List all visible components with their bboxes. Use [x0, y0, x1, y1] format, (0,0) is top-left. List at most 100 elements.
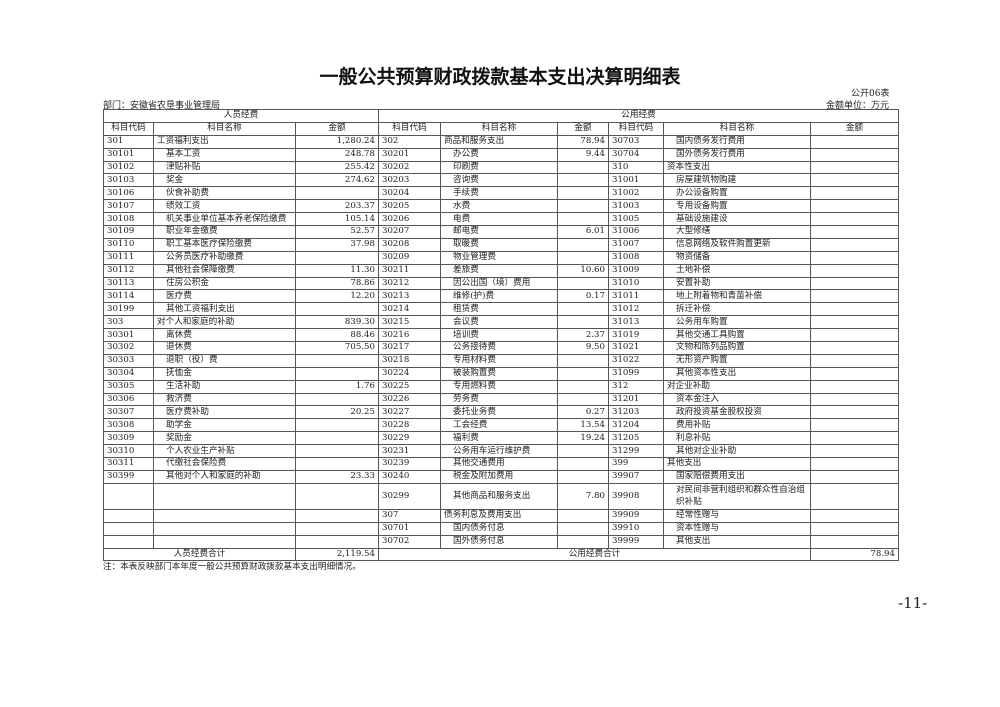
- department-label: 部门：安徽省农垦事业管理局: [103, 101, 221, 111]
- table-row: 30110 职工基本医疗保险缴费 37.98 30208 取暖费 31007 信息网络及软件…: [103, 237, 899, 252]
- amount: 78.86: [295, 276, 379, 291]
- subject-code: 30299: [378, 482, 441, 510]
- amount: 248.78: [295, 147, 379, 162]
- subject-code: 30109: [103, 225, 154, 239]
- column-header: 金额: [557, 121, 609, 136]
- table-row: 301 工资福利支出 1,280.24 302 商品和服务支出 78.94 30703 国内债…: [103, 134, 899, 149]
- amount: [810, 482, 899, 510]
- subject-code: 30209: [378, 250, 441, 265]
- amount: [810, 405, 899, 420]
- amount: [810, 341, 899, 355]
- amount: 2.37: [557, 328, 609, 343]
- subject-code: 31205: [608, 431, 664, 446]
- subject-name: 办公费: [440, 147, 558, 162]
- table-row: 30102 津贴补贴 255.42 30202 印刷费 310 资本性支出: [103, 160, 899, 175]
- table-row: 30702 国外债务付息 39999 其他支出: [103, 534, 899, 549]
- subject-name: 文物和陈列品购置: [663, 341, 811, 355]
- table-row: 30108 机关事业单位基本养老保险缴费 105.14 30206 电费 31005 基础设…: [103, 212, 899, 227]
- subject-code: 30308: [103, 418, 154, 433]
- subject-name: 救济费: [153, 392, 296, 407]
- subject-name: 国家赔偿费用支出: [663, 469, 811, 484]
- amount: [557, 302, 609, 317]
- subject-name: 退职（役）费: [153, 353, 296, 368]
- subject-code: 39907: [608, 469, 664, 484]
- amount: 23.33: [295, 469, 379, 484]
- amount: [810, 147, 899, 162]
- subject-name: 其他交通工具购置: [663, 328, 811, 343]
- subject-code: 30704: [608, 147, 664, 162]
- form-number: 公开06表: [851, 89, 890, 99]
- column-header: 科目代码: [608, 121, 664, 136]
- amount: [557, 250, 609, 265]
- subject-code: 30305: [103, 379, 154, 394]
- subject-code: 30112: [103, 263, 154, 278]
- subject-code: 30702: [378, 534, 441, 549]
- subject-code: 30203: [378, 173, 441, 188]
- amount: 11.30: [295, 263, 379, 278]
- subject-code: 30227: [378, 405, 441, 420]
- subject-name: 抚恤金: [153, 366, 296, 381]
- amount: 9.50: [557, 341, 609, 355]
- amount: 203.37: [295, 199, 379, 214]
- subject-code: 30301: [103, 328, 154, 343]
- amount: 1,280.24: [295, 134, 379, 149]
- amount: [557, 444, 609, 459]
- subject-code: 31002: [608, 186, 664, 201]
- subject-name: 津贴补贴: [153, 160, 296, 175]
- table-row: 30112 其他社会保障缴费 11.30 30211 差旅费 10.60 31009 土地补偿: [103, 263, 899, 278]
- subject-code: 30208: [378, 237, 441, 252]
- subject-code: 30303: [103, 353, 154, 368]
- subject-name: 会议费: [440, 315, 558, 330]
- amount: [557, 276, 609, 291]
- subject-code: 30114: [103, 289, 154, 304]
- amount: [810, 366, 899, 381]
- subject-code: 30110: [103, 237, 154, 252]
- personnel-total-label: 人员经费合计: [103, 547, 296, 562]
- subject-code: [103, 482, 154, 510]
- subject-name: 其他工资福利支出: [153, 302, 296, 317]
- amount: [557, 186, 609, 201]
- subject-name: 电费: [440, 212, 558, 227]
- amount: [810, 418, 899, 433]
- subject-name: 咨询费: [440, 173, 558, 188]
- subject-code: 30240: [378, 469, 441, 484]
- table-row: 303 对个人和家庭的补助 839.30 30215 会议费 31013 公务用车购置: [103, 315, 899, 330]
- column-header: 金额: [295, 121, 379, 136]
- amount: [557, 212, 609, 227]
- table-row: 30304 抚恤金 30224 被装购置费 31099 其他资本性支出: [103, 366, 899, 381]
- subject-name: 国外债务付息: [440, 534, 558, 549]
- table-row: 30101 基本工资 248.78 30201 办公费 9.44 30704 国外债务发行费用: [103, 147, 899, 162]
- subject-code: [103, 508, 154, 523]
- subject-name: 基本工资: [153, 147, 296, 162]
- amount: [810, 212, 899, 227]
- footnote: 注：本表反映部门本年度一般公共预算财政拨款基本支出明细情况。: [103, 562, 361, 572]
- subject-code: 30218: [378, 353, 441, 368]
- subject-name: 其他商品和服务支出: [440, 482, 558, 510]
- amount: [810, 237, 899, 252]
- subject-name: 培训费: [440, 328, 558, 343]
- subject-name: 对民间非营利组织和群众性自治组织补贴: [663, 482, 811, 510]
- subject-name: 房屋建筑物购建: [663, 173, 811, 188]
- subject-code: 31203: [608, 405, 664, 420]
- subject-name: 医疗费补助: [153, 405, 296, 420]
- amount: 0.17: [557, 289, 609, 304]
- amount: [557, 237, 609, 252]
- subject-name: 专用燃料费: [440, 379, 558, 394]
- amount: 10.60: [557, 263, 609, 278]
- subject-code: 31201: [608, 392, 664, 407]
- table-row: 30311 代缴社会保险费 30239 其他交通费用 399 其他支出: [103, 457, 899, 471]
- amount: 88.46: [295, 328, 379, 343]
- amount: [557, 353, 609, 368]
- amount: [557, 315, 609, 330]
- subject-name: 专用设备购置: [663, 199, 811, 214]
- amount: [295, 444, 379, 459]
- amount: [810, 263, 899, 278]
- subject-name: 债务利息及费用支出: [440, 508, 558, 523]
- subject-name: 医疗费: [153, 289, 296, 304]
- subject-code: 31010: [608, 276, 664, 291]
- table-row: 30306 救济费 30226 劳务费 31201 资本金注入: [103, 392, 899, 407]
- subject-name: 大型修缮: [663, 225, 811, 239]
- subject-name: 个人农业生产补贴: [153, 444, 296, 459]
- table-row: 30308 助学金 30228 工会经费 13.54 31204 费用补贴: [103, 418, 899, 433]
- subject-code: 31007: [608, 237, 664, 252]
